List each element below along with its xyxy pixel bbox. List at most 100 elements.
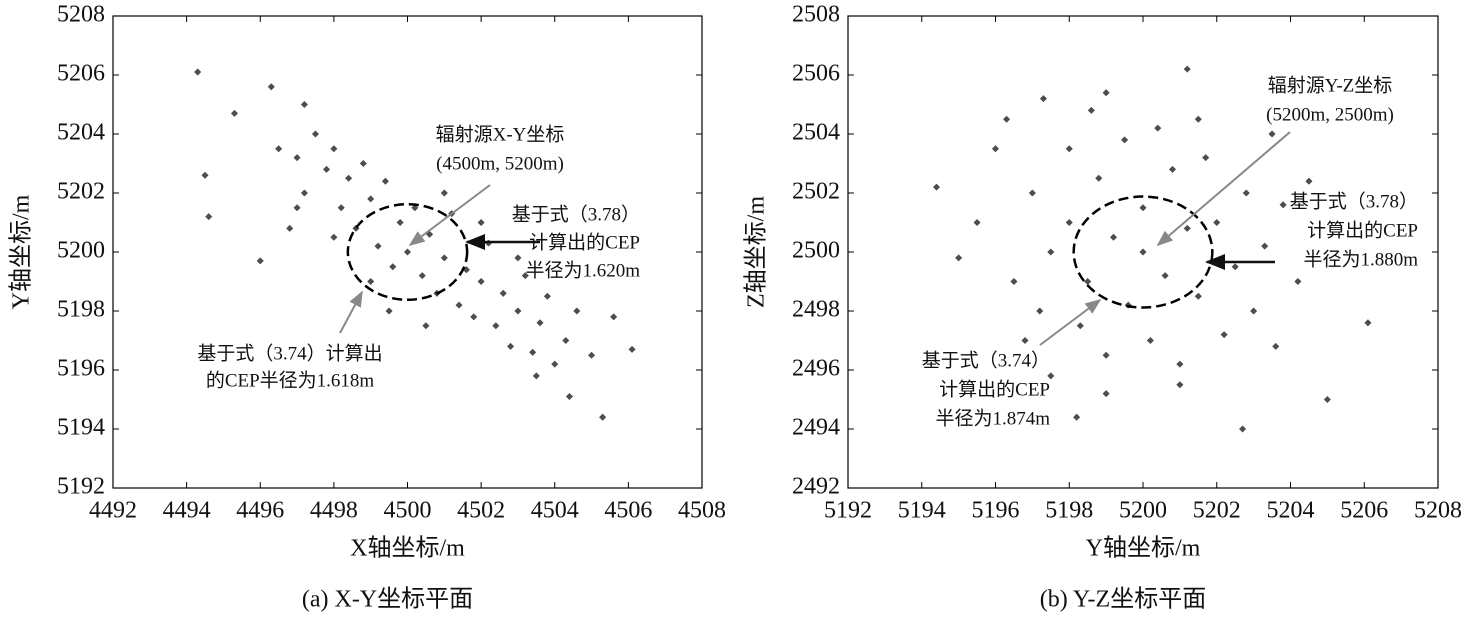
point (275, 145, 283, 153)
point (230, 109, 239, 117)
point (1194, 292, 1202, 300)
point (1176, 381, 1184, 389)
y-tick-label: 2498 (792, 297, 840, 323)
point (543, 292, 551, 300)
point (381, 177, 389, 185)
y-tick-label: 5196 (57, 356, 105, 382)
y-tick-label: 2508 (792, 2, 840, 28)
y-tick-label: 5206 (57, 61, 105, 87)
point (492, 322, 500, 330)
point (367, 277, 375, 286)
annotation: 基于式（3.74） (922, 349, 1050, 371)
point (389, 263, 397, 271)
point (374, 242, 382, 250)
point (1268, 130, 1276, 138)
point (1213, 218, 1221, 227)
x-tick-label: 5202 (1193, 498, 1241, 524)
point (1039, 95, 1047, 103)
point (422, 322, 430, 330)
annotation: 半径为1.874m (935, 407, 1050, 429)
annotation-arrow (1156, 131, 1291, 247)
y-tick-label: 5192 (57, 474, 105, 500)
x-tick-label: 4496 (236, 498, 284, 524)
y-tick-label: 5204 (57, 120, 105, 146)
point (1047, 372, 1055, 380)
point (477, 277, 485, 286)
x-tick-label: 5198 (1045, 498, 1093, 524)
caption: (a) X-Y坐标平面 (302, 586, 473, 613)
point (1261, 242, 1269, 250)
annotation: 辐射源Y-Z坐标 (1268, 74, 1393, 96)
annotation: (5200m, 2500m) (1266, 104, 1394, 125)
point (385, 307, 393, 315)
point (499, 289, 507, 297)
annotation-arrow (408, 184, 491, 246)
y-tick-label: 2502 (792, 179, 840, 205)
point (1003, 115, 1011, 123)
x-tick-label: 5200 (1119, 498, 1167, 524)
point (532, 372, 540, 380)
x-tick-label: 4502 (457, 498, 505, 524)
point (1194, 115, 1202, 123)
point (973, 218, 981, 227)
point (267, 83, 275, 91)
point (1220, 331, 1228, 339)
y-tick-label: 2506 (792, 61, 840, 87)
point (293, 154, 301, 162)
point (367, 195, 375, 203)
point (1036, 307, 1044, 315)
annotation: 计算出的CEP (939, 378, 1050, 400)
y-tick-label: 2504 (792, 120, 840, 146)
x-tick-label: 4508 (678, 498, 726, 524)
y-tick-label: 5198 (57, 297, 105, 323)
point (440, 189, 448, 197)
point (1154, 124, 1162, 132)
point (610, 313, 618, 321)
point (1183, 65, 1191, 73)
x-tick-label: 5208 (1414, 498, 1462, 524)
y-tick-label: 5202 (57, 179, 105, 205)
point (599, 413, 607, 421)
y-tick-label: 2500 (792, 238, 840, 264)
x-tick-label: 5194 (898, 498, 946, 524)
annotation: (4500m, 5200m) (436, 153, 564, 174)
point (1250, 307, 1258, 315)
point (1168, 165, 1177, 173)
point (1202, 154, 1210, 162)
x-tick-label: 5204 (1267, 498, 1315, 524)
y-tick-label: 5208 (57, 2, 105, 28)
point (311, 130, 320, 138)
point (330, 145, 338, 153)
cep-circle (1072, 195, 1214, 309)
point (1161, 272, 1169, 280)
point (1073, 413, 1081, 421)
point (1065, 218, 1073, 227)
point (1146, 336, 1154, 345)
point (1183, 224, 1191, 232)
point (1305, 177, 1313, 185)
point (536, 319, 544, 327)
point (330, 233, 338, 241)
annotation: 半径为1.620m (525, 259, 640, 281)
point (300, 100, 308, 109)
point (1272, 342, 1280, 350)
point (565, 393, 574, 401)
x-axis-label: Y轴坐标/m (1086, 535, 1201, 562)
x-tick-label: 5192 (824, 498, 872, 524)
point (1176, 360, 1184, 368)
cep-circle (346, 202, 469, 302)
point (1102, 89, 1110, 97)
point (1021, 336, 1029, 345)
point (1076, 322, 1084, 330)
point (507, 342, 515, 350)
annotation-arrow (339, 290, 363, 334)
point (1139, 248, 1147, 256)
caption: (b) Y-Z坐标平面 (1040, 586, 1206, 613)
point (1239, 425, 1247, 433)
y-tick-label: 5200 (57, 238, 105, 264)
x-tick-label: 4500 (384, 498, 432, 524)
y-tick-label: 2494 (792, 415, 840, 441)
point (470, 313, 478, 321)
point (514, 254, 522, 262)
